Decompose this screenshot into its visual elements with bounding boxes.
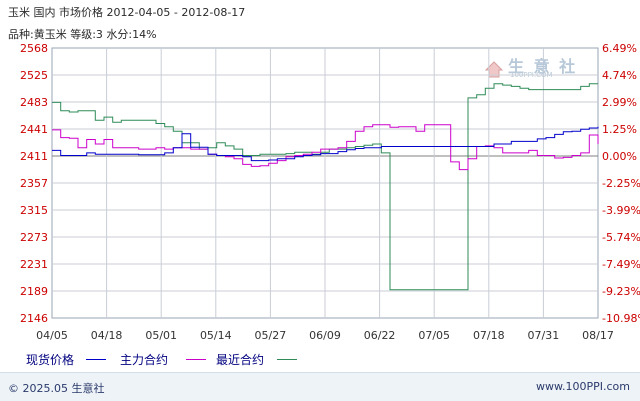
legend-label-spot: 现货价格: [26, 353, 75, 367]
x-tick-label: 04/18: [91, 329, 123, 342]
y-right-tick-label: 1.25%: [602, 123, 637, 136]
y-left-tick-label: 2411: [20, 150, 48, 163]
x-tick-label: 08/17: [582, 329, 614, 342]
y-right-tick-label: 4.74%: [602, 69, 637, 82]
legend-swatch-recent: [277, 359, 297, 360]
y-left-tick-label: 2231: [20, 258, 48, 271]
x-tick-label: 06/09: [309, 329, 341, 342]
y-left-tick-label: 2273: [20, 231, 48, 244]
x-tick-label: 07/18: [473, 329, 505, 342]
y-left-tick-label: 2146: [20, 312, 48, 325]
y-left-tick-label: 2357: [20, 177, 48, 190]
y-right-tick-label: -3.99%: [602, 204, 640, 217]
chart-spec: 品种:黄玉米 等级:3 水分:14%: [8, 28, 157, 41]
x-tick-label: 07/05: [418, 329, 450, 342]
y-right-tick-label: 2.99%: [602, 96, 637, 109]
x-tick-label: 07/31: [528, 329, 560, 342]
x-tick-label: 05/01: [145, 329, 177, 342]
y-left-tick-label: 2483: [20, 96, 48, 109]
y-left-tick-label: 2525: [20, 69, 48, 82]
main-contract-line: [52, 124, 599, 171]
footer-copyright: © 2025.05 生意社: [8, 382, 105, 395]
x-tick-label: 06/22: [364, 329, 396, 342]
y-right-tick-label: -10.98%: [602, 312, 640, 325]
x-tick-label: 05/14: [200, 329, 232, 342]
legend-label-recent: 最近合约: [216, 353, 265, 367]
y-left-tick-label: 2568: [20, 42, 48, 55]
legend-label-main: 主力合约: [120, 353, 169, 367]
legend-swatch-main: [186, 359, 206, 360]
chart-title: 玉米 国内 市场价格 2012-04-05 - 2012-08-17: [8, 6, 246, 19]
footer-bar: [0, 372, 640, 401]
y-right-tick-label: -2.25%: [602, 177, 640, 190]
y-left-tick-label: 2189: [20, 285, 48, 298]
y-right-tick-label: 6.49%: [602, 42, 637, 55]
y-right-tick-label: -9.23%: [602, 285, 640, 298]
legend-swatch-spot: [86, 359, 106, 360]
spot-price-line: [52, 126, 599, 162]
y-left-tick-label: 2441: [20, 123, 48, 136]
y-left-tick-label: 2315: [20, 204, 48, 217]
y-right-tick-label: -5.74%: [602, 231, 640, 244]
x-tick-label: 05/27: [255, 329, 287, 342]
y-right-tick-label: 0.00%: [602, 150, 637, 163]
x-tick-label: 04/05: [36, 329, 68, 342]
watermark-logo-url: 100PPI.COM: [510, 71, 553, 79]
y-right-tick-label: -7.49%: [602, 258, 640, 271]
footer-url-link[interactable]: www.100PPI.com: [536, 380, 630, 393]
watermark-logo-text: 生 意 社: [508, 57, 578, 76]
